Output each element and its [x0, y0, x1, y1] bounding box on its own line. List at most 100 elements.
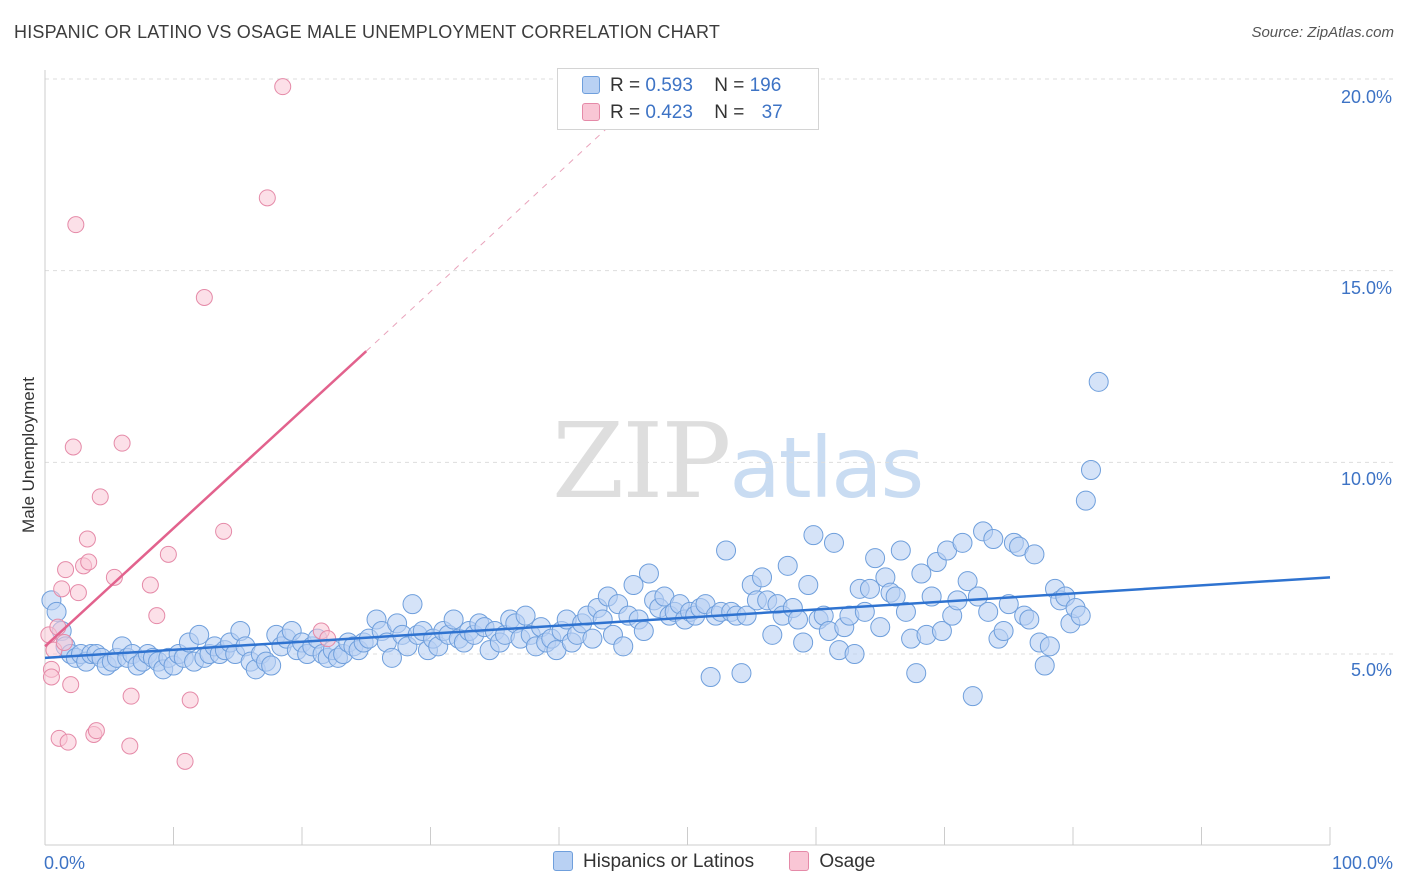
hispanic-point-66	[381, 647, 402, 668]
hispanic-point-138	[752, 567, 773, 588]
osage-point-16	[80, 553, 98, 571]
osage-point-13	[69, 584, 87, 602]
y-axis-label: Male Unemployment	[19, 377, 38, 533]
legend-r-value: 0.593	[645, 75, 693, 96]
osage-point-11	[64, 438, 82, 456]
osage-point-2	[42, 668, 60, 686]
hispanic-point-161	[870, 617, 891, 638]
source-label: Source: ZipAtlas.com	[1251, 24, 1394, 41]
hispanic-point-185	[993, 621, 1014, 641]
legend-r-label: R =	[610, 75, 641, 96]
osage-point-22	[121, 737, 139, 755]
osage-point-26	[159, 545, 177, 563]
osage-point-21	[113, 434, 131, 452]
x-tick-label-max: 100.0%	[1331, 853, 1393, 873]
legend-swatch-pink	[582, 103, 600, 121]
hispanic-point-115	[633, 621, 654, 641]
osage-point-18	[87, 722, 105, 740]
legend-n-label: N =	[714, 75, 745, 96]
osage-point-8	[57, 561, 75, 579]
osage-point-30	[215, 522, 233, 540]
x-tick-label-min: 0.0%	[44, 853, 86, 873]
osage-trendline	[44, 350, 368, 648]
hispanic-point-202	[1080, 460, 1101, 480]
osage-point-6	[53, 580, 71, 598]
legend-label-osage: Osage	[819, 851, 876, 872]
hispanic-point-173	[931, 621, 952, 641]
osage-point-15	[78, 530, 96, 548]
chart-title: HISPANIC OR LATINO VS OSAGE MALE UNEMPLO…	[14, 22, 721, 42]
hispanic-point-152	[823, 532, 844, 553]
hispanic-point-148	[803, 525, 824, 546]
hispanic-point-165	[890, 540, 911, 561]
hispanic-point-194	[1039, 636, 1060, 657]
osage-point-4	[49, 618, 67, 636]
hispanic-point-113	[623, 575, 644, 595]
legend-item-osage[interactable]: Osage	[789, 851, 875, 873]
hispanic-point-180	[967, 586, 988, 607]
hispanic-point-92	[515, 605, 536, 626]
hispanic-point-178	[957, 571, 978, 592]
hispanic-point-179	[962, 686, 983, 707]
osage-point-20	[105, 568, 123, 586]
series-legend: Hispanics or Latinos Osage	[553, 851, 905, 873]
hispanic-point-164	[885, 586, 906, 607]
y-tick-label-5: 5.0%	[1350, 660, 1392, 680]
y-tick-label-10: 10.0%	[1340, 469, 1392, 489]
hispanic-point-116	[638, 563, 659, 584]
hispanic-point-111	[613, 636, 634, 657]
legend-r-label: R =	[610, 102, 641, 123]
legend-n-value: 196	[749, 75, 782, 96]
legend-swatch-blue	[582, 76, 600, 94]
hispanic-point-203	[1088, 371, 1109, 392]
osage-trendline-extension	[365, 124, 611, 352]
hispanic-point-159	[859, 578, 880, 599]
hispanic-point-43	[261, 655, 282, 676]
hispanic-point-105	[582, 628, 603, 649]
hispanic-point-191	[1024, 544, 1045, 565]
hispanic-point-201	[1075, 490, 1096, 511]
watermark-atlas: atlas	[729, 419, 924, 517]
hispanic-trendline	[44, 576, 1331, 660]
hispanic-point-182	[978, 601, 999, 622]
osage-point-9	[59, 733, 77, 751]
hispanic-point-160	[865, 548, 886, 569]
osage-point-31	[258, 189, 276, 207]
hispanic-point-183	[983, 529, 1004, 549]
osage-point-25	[148, 607, 166, 625]
hispanic-point-145	[788, 609, 809, 630]
hispanic-point-200	[1070, 605, 1091, 626]
osage-point-12	[67, 216, 85, 234]
legend-n-label: N =	[714, 102, 745, 123]
hispanic-point-168	[906, 663, 927, 684]
watermark: ZIPatlas	[552, 400, 924, 522]
hispanic-point-166	[895, 601, 916, 622]
osage-point-27	[176, 752, 194, 770]
hispanic-point-156	[844, 644, 865, 664]
legend-item-hispanics[interactable]: Hispanics or Latinos	[553, 851, 754, 873]
osage-point-24	[141, 576, 159, 594]
legend-row-osage: R = 0.423 N = 37	[582, 102, 783, 128]
osage-point-32	[274, 78, 292, 96]
legend-swatch-blue	[553, 851, 573, 871]
osage-point-19	[91, 488, 109, 506]
legend-label-hispanics: Hispanics or Latinos	[583, 851, 755, 872]
hispanic-point-190	[1019, 609, 1040, 630]
hispanic-point-169	[911, 563, 932, 584]
hispanic-point-131	[716, 540, 737, 561]
legend-swatch-pink	[789, 851, 810, 871]
hispanic-point-1	[46, 601, 67, 622]
hispanic-point-78	[443, 609, 464, 630]
hispanic-point-193	[1034, 655, 1055, 676]
correlation-legend: R = 0.593 N = 196 R = 0.423 N = 37	[557, 68, 819, 130]
osage-point-29	[195, 289, 213, 306]
hispanic-point-70	[402, 594, 423, 615]
hispanic-point-143	[777, 555, 798, 576]
hispanic-point-29	[189, 624, 210, 645]
hispanic-point-186	[998, 594, 1019, 615]
y-tick-label-20: 20.0%	[1340, 87, 1392, 107]
osage-point-23	[122, 687, 140, 705]
legend-r-value: 0.423	[645, 102, 693, 123]
watermark-zip: ZIP	[552, 400, 731, 522]
